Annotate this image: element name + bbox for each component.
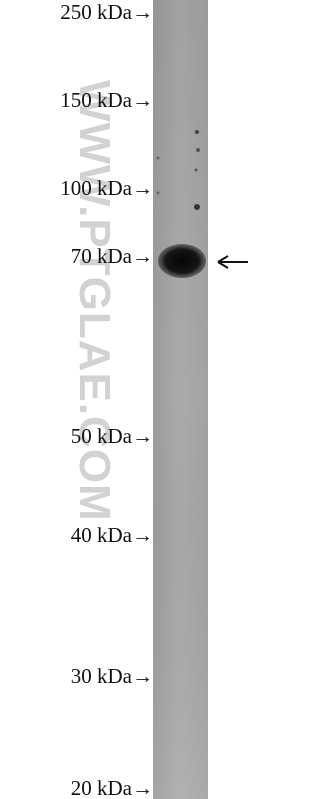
marker-label: 100 kDa→ [60, 176, 153, 200]
marker-label: 50 kDa→ [71, 424, 153, 448]
watermark-group: WWW.PTGLAE.COM [70, 80, 119, 522]
marker-label: 250 kDa→ [60, 0, 153, 24]
marker-label: 40 kDa→ [71, 523, 153, 547]
arrow-head [217, 255, 229, 269]
speck [195, 130, 199, 134]
speck [156, 191, 160, 195]
blot-figure: WWW.PTGLAE.COM 250 kDa→ 150 kDa→ 100 kDa→ 7… [60, 0, 248, 799]
marker-label: 70 kDa→ [71, 244, 153, 268]
speck [196, 148, 200, 152]
speck [194, 204, 200, 210]
protein-band [158, 244, 206, 278]
marker-labels: 250 kDa→ 150 kDa→ 100 kDa→ 70 kDa→ 50 kDa→ 40… [60, 0, 153, 799]
marker-label: 30 kDa→ [71, 664, 153, 688]
lane-shade [153, 0, 208, 799]
marker-label: 20 kDa→ [71, 776, 153, 799]
speck [156, 156, 160, 160]
speck [194, 168, 198, 172]
band-arrow [217, 255, 248, 269]
watermark: WWW.PTGLAE.COM [70, 80, 119, 522]
marker-label: 150 kDa→ [60, 88, 153, 112]
page: WWW.PTGLAE.COM 250 kDa→ 150 kDa→ 100 kDa→ 7… [60, 0, 248, 799]
